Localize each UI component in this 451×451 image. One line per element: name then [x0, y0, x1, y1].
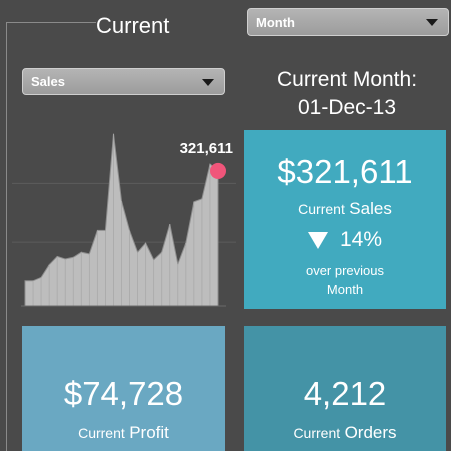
kpi-sales-label-prefix: Current — [298, 201, 345, 217]
frame-line-top — [6, 22, 96, 23]
kpi-sales-comparison-line2: Month — [326, 282, 364, 297]
kpi-current-orders: 4,212 Current Orders — [244, 326, 446, 451]
page-title: Current — [96, 13, 170, 38]
kpi-sales-value: $321,611 — [277, 153, 413, 190]
kpi-sales-comparison-line1: over previous — [305, 263, 385, 278]
chart-current-value-label: 321,611 — [180, 140, 233, 157]
period-select-value: Month — [256, 14, 295, 30]
kpi-orders-label-prefix: Current — [293, 425, 341, 441]
kpi-orders-value: 4,212 — [303, 375, 387, 412]
kpi-profit-label-prefix: Current — [78, 425, 125, 441]
chevron-down-icon — [202, 78, 214, 86]
sales-trend-svg: 321,611 — [12, 133, 236, 307]
kpi-profit-label-metric: Profit — [129, 423, 169, 442]
kpi-orders-label: Current Orders — [244, 422, 446, 445]
sales-trend-chart: 321,611 — [12, 130, 240, 310]
kpi-sales-change-value: 14% — [339, 228, 383, 251]
kpi-orders-label-metric: Orders — [344, 423, 397, 442]
kpi-current-profit: $74,728 Current Profit — [22, 326, 225, 451]
measure-select-value: Sales — [31, 74, 65, 89]
down-triangle-icon — [307, 231, 328, 249]
period-select[interactable]: Month — [247, 8, 449, 36]
current-month-label: Current Month: — [276, 68, 418, 91]
frame-line-left — [6, 22, 7, 451]
kpi-current-sales: $321,611 Current Sales 14% over previous… — [244, 130, 446, 309]
chevron-down-icon — [426, 19, 438, 26]
kpi-sales-change: 14% — [244, 227, 446, 253]
chart-current-marker — [210, 162, 226, 179]
kpi-profit-value: $74,728 — [63, 375, 184, 412]
measure-select[interactable]: Sales — [22, 68, 225, 95]
kpi-sales-label: Current Sales — [244, 198, 446, 221]
current-month-heading: Current Month: 01-Dec-13 — [244, 66, 450, 122]
kpi-profit-label: Current Profit — [22, 422, 225, 445]
current-month-date: 01-Dec-13 — [297, 96, 397, 119]
kpi-sales-comparison: over previous Month — [244, 261, 446, 299]
kpi-sales-label-metric: Sales — [349, 199, 392, 218]
